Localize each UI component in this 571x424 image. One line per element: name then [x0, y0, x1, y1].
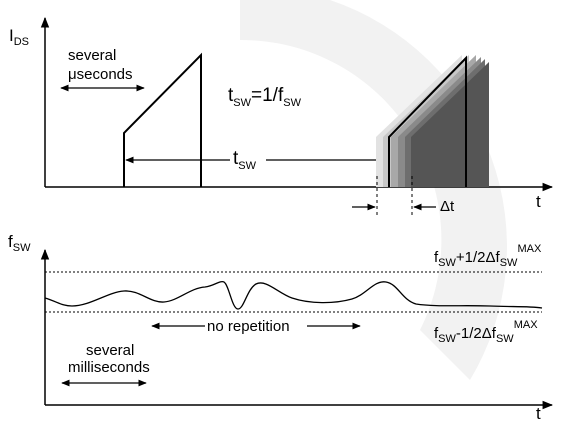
bottom-panel: fSW t fSW+1/2ΔfSWMAX fSW-1/2ΔfSWMAX no r…	[8, 232, 554, 423]
upper-limit-label: fSW+1/2ΔfSWMAX	[434, 243, 542, 269]
tsw-label: tSW	[233, 148, 257, 172]
bottom-x-axis-label: t	[536, 404, 541, 423]
delta-t-label: Δt	[440, 198, 455, 215]
jittered-pulses	[376, 55, 489, 187]
lower-limit-label: fSW-1/2ΔfSWMAX	[434, 319, 538, 345]
several-us-line2: μseconds	[68, 66, 133, 83]
several-ms-line1: several	[86, 342, 134, 359]
current-pulse-outline	[388, 55, 467, 187]
top-panel: IDS t several μseconds tSW=1/fSW tSW Δt	[9, 16, 554, 218]
top-y-axis-label: IDS	[9, 26, 29, 48]
switching-frequency-curve	[44, 280, 543, 310]
bottom-y-axis-label: fSW	[8, 232, 31, 254]
top-x-axis-label: t	[536, 192, 541, 211]
ghost-pulse	[411, 62, 489, 187]
no-repetition-label: no repetition	[207, 318, 290, 335]
first-current-pulse	[123, 52, 202, 187]
several-ms-line2: milliseconds	[68, 359, 150, 376]
period-equation: tSW=1/fSW	[228, 85, 302, 109]
several-us-line1: several	[68, 47, 116, 64]
